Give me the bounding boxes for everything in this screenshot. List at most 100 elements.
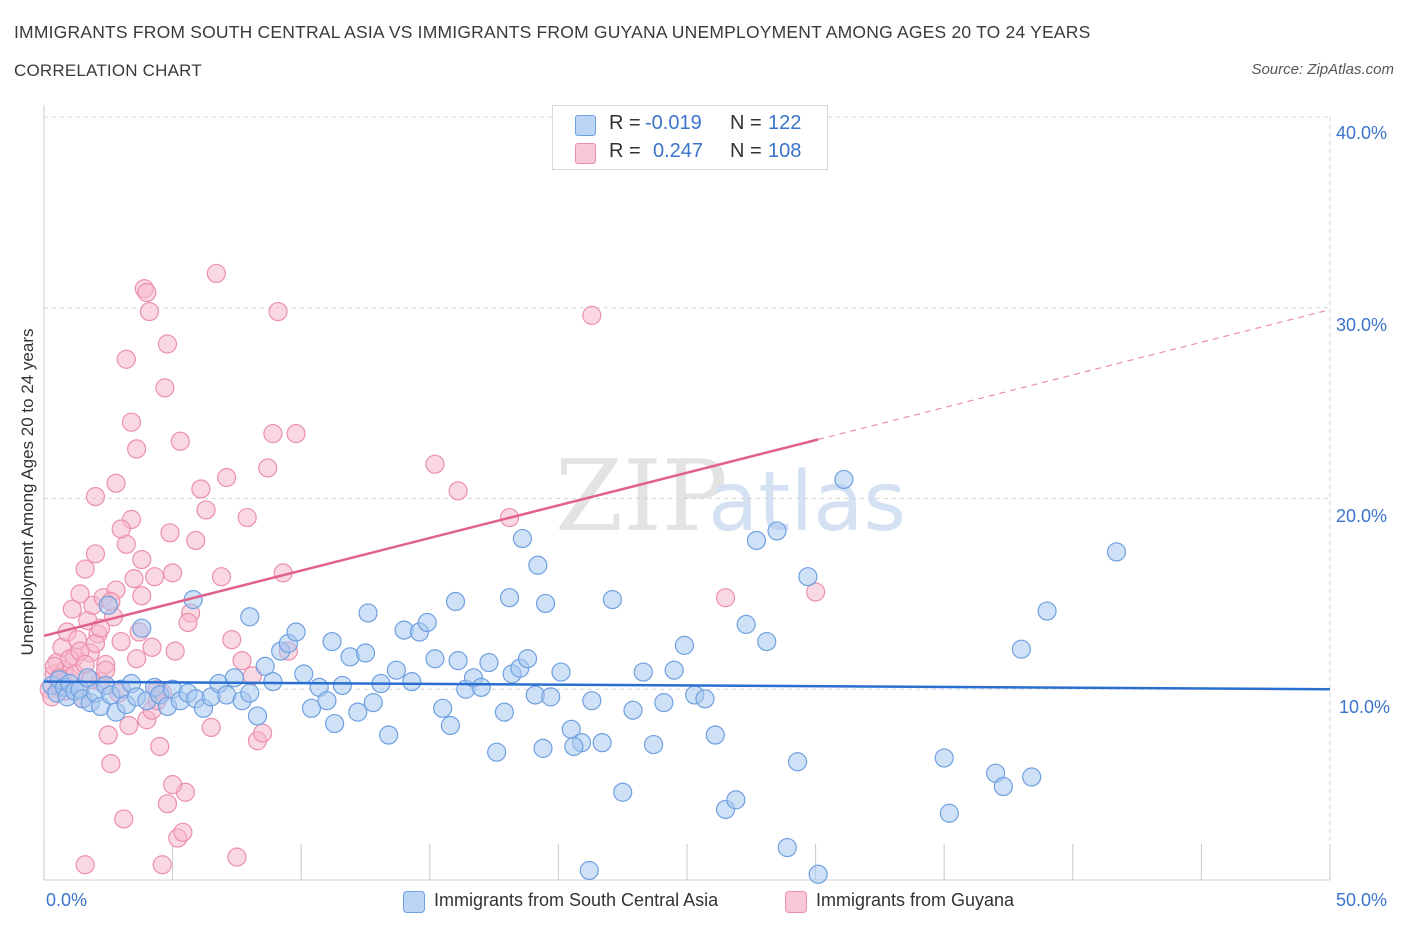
guyana-point: [157, 794, 178, 814]
guyana-point: [85, 486, 106, 507]
south-central-asia-point: [582, 691, 602, 711]
south-central-asia-point: [445, 591, 466, 612]
guyana-point: [163, 775, 183, 795]
south-central-asia-point: [358, 603, 378, 623]
guyana-point: [62, 599, 82, 619]
south-central-asia-point: [939, 803, 959, 823]
south-central-asia-point: [224, 668, 244, 688]
x-tick-label: 50.0%: [1336, 890, 1388, 910]
south-central-asia-point: [654, 693, 674, 713]
guyana-trend-line: [43, 438, 819, 638]
guyana-point: [75, 855, 95, 875]
guyana-point: [191, 479, 211, 499]
guyana-point: [101, 754, 121, 774]
south-central-asia-point: [247, 706, 268, 726]
r-label: R =: [609, 112, 641, 134]
chart-title: IMMIGRANTS FROM SOUTH CENTRAL ASIA VS IM…: [14, 22, 1091, 42]
y-tick-label: 30.0%: [1336, 315, 1388, 335]
south-central-asia-point: [379, 725, 399, 745]
legend-label: Immigrants from South Central Asia: [434, 890, 719, 910]
guyana-point: [75, 559, 95, 579]
south-central-asia-point: [934, 748, 954, 768]
guyana-point: [139, 301, 160, 322]
guyana-point: [132, 549, 152, 570]
guyana-trend-line-extension: [818, 309, 1331, 441]
guyana-point: [206, 263, 226, 284]
guyana-point: [211, 567, 232, 587]
south-central-asia-point: [613, 782, 633, 802]
guyana-point: [132, 586, 152, 606]
south-central-asia-point: [695, 689, 715, 709]
south-central-asia-point: [579, 860, 599, 881]
guyana-point: [144, 567, 165, 587]
south-central-asia-point: [592, 733, 612, 753]
south-central-asia-point: [602, 589, 623, 610]
legend-row-south-central-asia: R = -0.019 N = 122: [575, 112, 815, 138]
pink-swatch: [785, 891, 807, 913]
south-central-asia-point: [348, 702, 368, 722]
south-central-asia-point: [98, 595, 118, 615]
guyana-point: [582, 305, 602, 325]
guyana-point: [163, 563, 183, 583]
south-central-asia-point: [332, 675, 352, 696]
guyana-point: [70, 584, 90, 604]
south-central-asia-trend-line: [43, 680, 1331, 691]
south-central-asia-point: [132, 618, 152, 638]
x-tick-label: 0.0%: [46, 890, 88, 910]
guyana-point: [186, 530, 206, 551]
south-central-asia-point: [726, 790, 746, 810]
south-central-asia-point: [286, 622, 306, 642]
south-central-asia-point: [317, 691, 337, 711]
guyana-point: [170, 431, 190, 451]
blue-swatch: [403, 891, 425, 913]
south-central-asia-point: [471, 677, 491, 697]
n-label: N =: [730, 140, 762, 162]
guyana-point: [196, 500, 216, 520]
south-central-asia-point: [512, 528, 532, 549]
south-central-asia-point: [767, 521, 787, 541]
guyana-point: [126, 649, 147, 669]
svg-text:ZIP: ZIP: [555, 440, 728, 554]
guyana-point: [126, 439, 147, 459]
y-tick-label: 40.0%: [1336, 123, 1388, 143]
guyana-point: [253, 723, 273, 743]
r-value: -0.019: [645, 112, 702, 134]
south-central-asia-point: [551, 662, 571, 682]
south-central-asia-point: [623, 700, 643, 720]
n-value: 122: [768, 112, 802, 134]
guyana-point: [286, 424, 306, 444]
south-central-asia-point: [517, 649, 538, 669]
south-central-asia-point: [402, 672, 422, 692]
guyana-point: [111, 519, 131, 539]
guyana-point: [85, 544, 106, 564]
south-central-asia-point: [1106, 542, 1127, 562]
legend-item-guyana: Immigrants from Guyana: [785, 889, 1055, 915]
y-tick-label: 10.0%: [1339, 697, 1391, 717]
svg-text:atlas: atlas: [708, 455, 906, 550]
guyana-point: [715, 588, 736, 608]
guyana-point: [150, 736, 170, 757]
south-central-asia-point: [1022, 767, 1042, 787]
south-central-asia-point: [363, 693, 383, 713]
south-central-asia-point: [808, 864, 828, 884]
south-central-asia-point: [705, 725, 725, 745]
guyana-point: [119, 715, 139, 736]
guyana-point: [160, 523, 180, 543]
south-central-asia-point: [834, 469, 854, 490]
south-central-asia-point: [1011, 639, 1031, 659]
south-central-asia-point: [294, 664, 314, 684]
south-central-asia-point: [433, 698, 453, 718]
south-central-asia-point: [301, 698, 322, 718]
guyana-point: [98, 725, 118, 745]
south-central-asia-point: [798, 567, 818, 587]
source-label: Source: ZipAtlas.com: [1251, 61, 1394, 78]
south-central-asia-point: [633, 662, 653, 682]
r-label: R =: [609, 140, 641, 162]
south-central-asia-point: [417, 612, 437, 633]
guyana-point: [173, 822, 193, 842]
guyana-point: [114, 809, 134, 829]
south-central-asia-point: [386, 660, 406, 680]
south-central-asia-point: [487, 742, 507, 762]
guyana-point: [232, 651, 252, 671]
guyana-point: [142, 637, 162, 657]
